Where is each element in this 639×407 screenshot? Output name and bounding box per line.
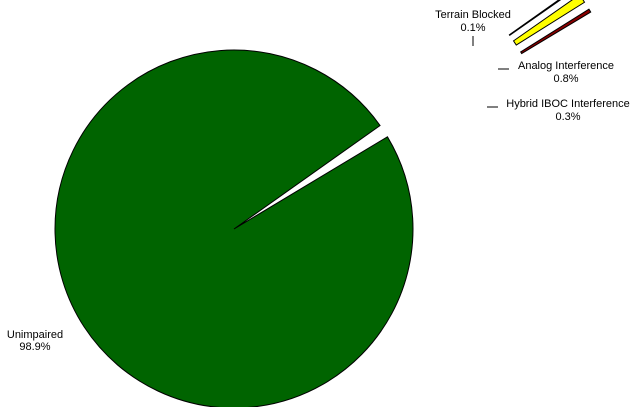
pie-slice-analog-interference xyxy=(512,0,586,46)
pie-slices xyxy=(54,0,592,407)
slice-label-unimpaired: Unimpaired xyxy=(7,329,63,341)
slice-label-analog-interference: Analog Interference xyxy=(518,60,614,72)
slice-pct-unimpaired: 98.9% xyxy=(19,341,50,353)
pie-slice-terrain-blocked xyxy=(508,0,562,37)
slice-pct-terrain-blocked: 0.1% xyxy=(460,22,485,34)
slice-label-hybrid-iboc: Hybrid IBOC Interference xyxy=(506,98,630,110)
pie-slice-unimpaired xyxy=(54,49,414,407)
slice-label-terrain-blocked: Terrain Blocked xyxy=(435,9,511,21)
pie-slice-hybrid-iboc-interference xyxy=(520,8,592,55)
slice-pct-hybrid-iboc: 0.3% xyxy=(555,111,580,123)
slice-pct-analog-interference: 0.8% xyxy=(553,73,578,85)
